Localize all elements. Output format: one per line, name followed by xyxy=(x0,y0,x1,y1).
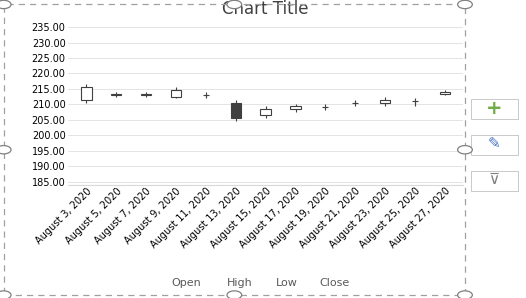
Text: Low: Low xyxy=(276,278,298,288)
Text: Close: Close xyxy=(319,278,349,288)
Bar xyxy=(290,106,301,109)
Bar xyxy=(81,87,92,100)
Text: ✎: ✎ xyxy=(488,136,501,151)
Text: +: + xyxy=(486,99,503,118)
Bar xyxy=(230,103,241,118)
Text: High: High xyxy=(227,278,252,288)
Text: Open: Open xyxy=(172,278,201,288)
Title: Chart Title: Chart Title xyxy=(222,0,309,18)
Bar xyxy=(171,90,181,97)
Bar xyxy=(111,94,122,95)
Bar xyxy=(260,109,271,115)
Bar xyxy=(141,94,151,95)
Text: ⊽: ⊽ xyxy=(489,172,500,187)
Bar xyxy=(440,92,450,94)
Bar xyxy=(380,100,390,103)
